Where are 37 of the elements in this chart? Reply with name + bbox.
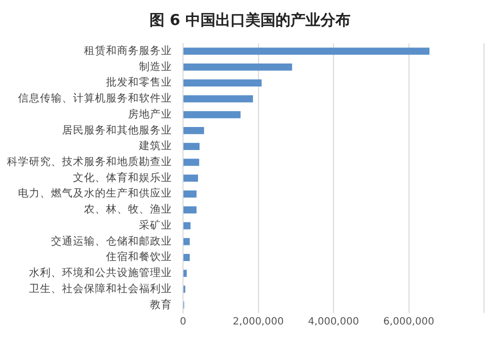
y-tick-label: 水利、环境和公共设施管理业 (29, 266, 172, 280)
y-tick-label: 租赁和商务服务业 (84, 44, 172, 57)
y-tick-label: 交通运输、仓储和邮政业 (51, 234, 172, 248)
bar (184, 270, 187, 277)
bar (184, 142, 200, 150)
x-tick-label: 4,000,000 (308, 316, 359, 328)
y-tick-label: 采矿业 (139, 218, 172, 232)
y-tick-label: 电力、燃气及水的生产和供应业 (18, 186, 172, 200)
bar (184, 48, 430, 55)
bar (184, 254, 190, 262)
chart-title: 图 6 中国出口美国的产业分布 (148, 10, 352, 31)
bar (184, 238, 190, 246)
bar (184, 206, 197, 214)
bar (184, 222, 191, 230)
y-tick-label: 信息传输、计算机服务和软件业 (18, 92, 172, 105)
bar (184, 126, 204, 134)
y-tick-label: 建筑业 (138, 139, 172, 152)
bar (184, 158, 200, 166)
y-tick-label: 卫生、社会保障和社会福利业 (29, 282, 172, 295)
bar (184, 174, 198, 182)
y-tick-label: 居民服务和其他服务业 (62, 123, 172, 136)
bar (184, 111, 241, 118)
y-tick-label: 房地产业 (128, 107, 172, 120)
bar (184, 79, 262, 87)
y-tick-label: 制造业 (139, 60, 172, 73)
y-tick-label: 教育 (150, 298, 172, 311)
y-tick-label: 住宿和餐饮业 (106, 250, 172, 264)
y-tick-label: 农、林、牧、渔业 (84, 202, 172, 216)
bar (184, 190, 197, 198)
x-tick-label: 0 (180, 316, 186, 328)
y-tick-label: 文化、体育和娱乐业 (73, 170, 172, 184)
x-tick-label: 6,000,000 (383, 316, 434, 328)
x-tick-label: 2,000,000 (232, 316, 284, 328)
bar (184, 95, 253, 102)
bar (184, 64, 292, 71)
y-tick-label: 科学研究、技术服务和地质勘查业 (7, 155, 172, 168)
y-tick-label: 批发和零售业 (106, 76, 172, 89)
